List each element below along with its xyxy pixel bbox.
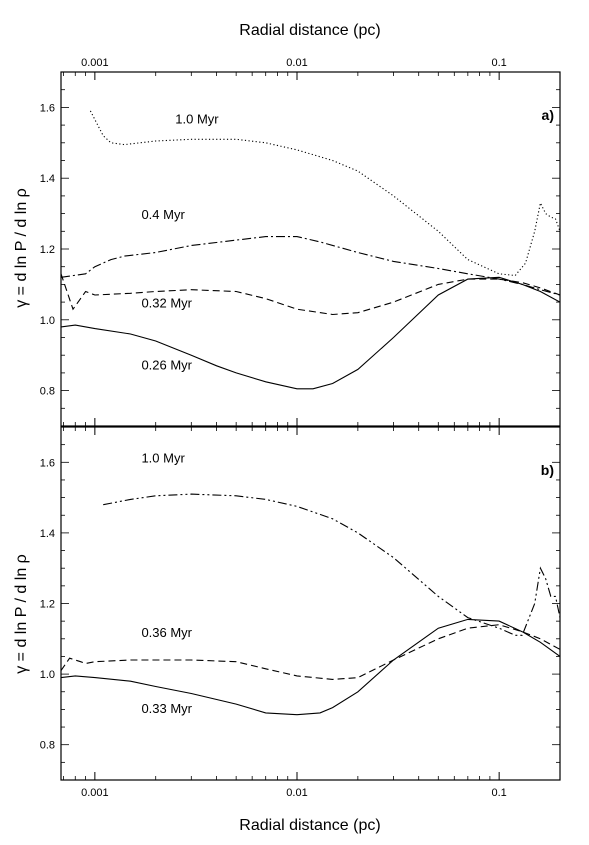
- series-line: [61, 618, 560, 716]
- x-axis-title-bottom-text: Radial distance (pc): [239, 817, 380, 834]
- x-axis-title-bottom: Radial distance (pc): [239, 817, 380, 834]
- series-line: [61, 236, 560, 296]
- y-tick-label: 1.2: [40, 244, 55, 256]
- panel-tag: b): [541, 462, 554, 478]
- y-axis-title: γ = d ln P / d ln ρ γ = d ln P / d ln ρ: [13, 188, 30, 674]
- x-minor-ticks: [63, 72, 561, 426]
- series-line: [89, 110, 560, 277]
- series-label: 1.0 Myr: [141, 450, 185, 465]
- series-label: 0.33 Myr: [141, 701, 192, 716]
- panel-a: 0.001 0.01 0.1 0.8 1.0 1.2 1.4 1.6 1.0 Myr 0.4 My…: [40, 57, 561, 427]
- y-tick-label: 1.6: [40, 457, 55, 469]
- x-tick-label: 0.01: [286, 787, 307, 799]
- y-axis-title-b: γ = d ln P / d ln ρ: [13, 554, 30, 674]
- series-label: 0.26 Myr: [141, 357, 192, 372]
- series-line: [103, 493, 560, 636]
- y-tick-label: 1.0: [40, 315, 55, 327]
- y-tick-label: 1.0: [40, 669, 55, 681]
- plot-frame: [60, 426, 561, 781]
- y-tick-label: 1.2: [40, 599, 55, 611]
- plot-frame: [60, 71, 561, 427]
- y-tick-label: 1.6: [40, 102, 55, 114]
- series-line: [61, 276, 560, 390]
- series-line: [61, 624, 560, 680]
- x-axis-title-top-text: Radial distance (pc): [239, 22, 380, 39]
- x-tick-label-top: 0.01: [286, 57, 307, 69]
- series-line: [61, 273, 560, 316]
- x-axis-title-top: Radial distance (pc): [239, 22, 380, 39]
- series-label: 0.32 Myr: [141, 295, 192, 310]
- y-tick-label: 1.4: [40, 173, 55, 185]
- y-axis-title-a: γ = d ln P / d ln ρ: [13, 188, 30, 308]
- y-tick-label: 0.8: [40, 386, 55, 398]
- series-label: 0.4 Myr: [141, 207, 185, 222]
- series-label: 1.0 Myr: [175, 111, 219, 126]
- x-tick-label-top: 0.1: [491, 57, 506, 69]
- series-label: 0.36 Myr: [141, 625, 192, 640]
- y-tick-label: 0.8: [40, 740, 55, 752]
- x-tick-label: 0.001: [81, 787, 109, 799]
- panel-b: 0.001 0.01 0.1 0.8 1.0 1.2 1.4 1.6 1.0 Myr 0.36 M…: [40, 426, 561, 799]
- x-tick-label: 0.1: [491, 787, 506, 799]
- y-tick-label: 1.4: [40, 528, 55, 540]
- panel-tag: a): [542, 107, 554, 123]
- x-minor-ticks: [63, 427, 561, 780]
- x-tick-label-top: 0.001: [81, 57, 109, 69]
